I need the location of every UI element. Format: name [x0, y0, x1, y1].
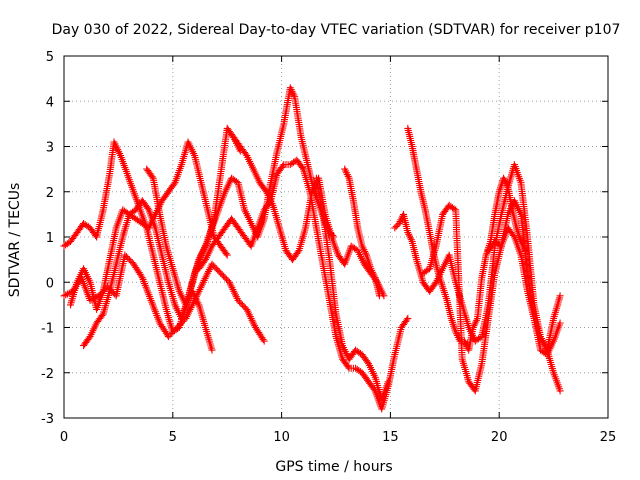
series-track-3-markers [60, 251, 268, 345]
series-track-10 [391, 161, 564, 395]
y-tick-label-5: 5 [46, 50, 54, 65]
series-track-9-markers [341, 165, 383, 300]
data-marks [60, 84, 564, 413]
y-tick-label-3: 3 [46, 141, 54, 156]
x-tick-label-25: 25 [600, 430, 617, 445]
chart-title: Day 030 of 2022, Sidereal Day-to-day VTE… [52, 22, 621, 38]
y-tick-label-4: 4 [46, 95, 54, 110]
y-axis-label: SDTVAR / TECUs [7, 183, 23, 298]
y-tick-labels: -3 -2 -1 0 1 2 3 4 5 [41, 50, 54, 427]
series-track-5-markers [143, 84, 338, 309]
x-tick-labels: 0 5 10 15 20 25 [60, 430, 616, 445]
x-tick-label-10: 10 [273, 430, 290, 445]
series-track-5 [143, 84, 338, 309]
x-tick-label-5: 5 [169, 430, 177, 445]
y-tick-label--2: -2 [41, 367, 54, 382]
series-track-13-markers [484, 224, 564, 354]
axis-ticks [63, 55, 609, 419]
series-track-8 [312, 174, 392, 404]
series-track-10-markers [391, 161, 564, 395]
series-track-1 [60, 138, 216, 354]
x-axis-label: GPS time / hours [275, 459, 392, 475]
y-tick-label--1: -1 [41, 322, 54, 337]
series-track-1-markers [60, 138, 216, 354]
x-tick-label-20: 20 [491, 430, 508, 445]
y-tick-label-0: 0 [46, 276, 54, 291]
x-tick-label-15: 15 [382, 430, 399, 445]
y-tick-label-2: 2 [46, 186, 54, 201]
series-track-13 [484, 224, 564, 354]
y-tick-label--3: -3 [41, 412, 54, 427]
series-track-3 [60, 251, 268, 345]
x-tick-label-0: 0 [60, 430, 68, 445]
series-track-8-markers [312, 174, 392, 404]
series-track-9 [341, 165, 383, 300]
y-tick-label-1: 1 [46, 231, 54, 246]
